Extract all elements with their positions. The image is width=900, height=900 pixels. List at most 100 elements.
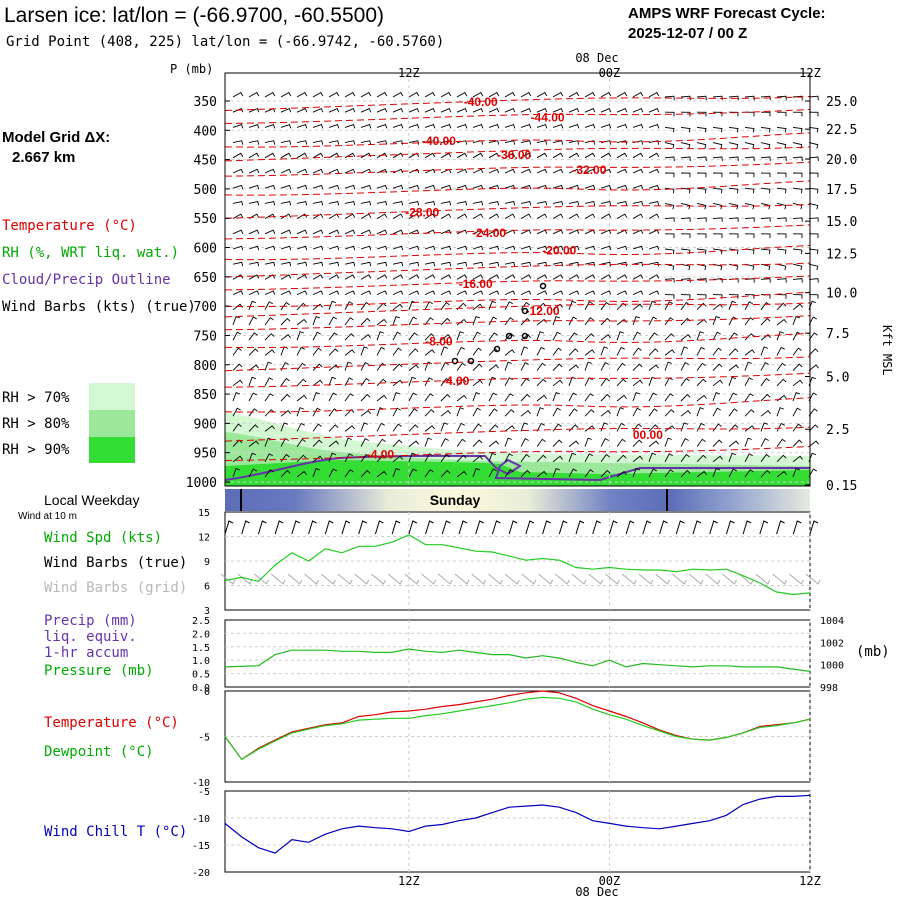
- wind-barb: [408, 440, 419, 447]
- wind-barb: [392, 107, 404, 113]
- wind-barb: [552, 303, 563, 311]
- wind-barb: [344, 261, 356, 267]
- wind-barb: [760, 410, 771, 417]
- wind-barb: [712, 423, 722, 432]
- wind-barb: [552, 379, 563, 387]
- wind-barb: [792, 202, 803, 210]
- wind-barb: [312, 107, 324, 113]
- wind-barb: [776, 422, 785, 432]
- pressure-ticks: 350 400 450 500 550 600 650 700 750 800 850 900 950 1…: [186, 95, 230, 491]
- wind-barb: [424, 91, 436, 98]
- wind-barb: [760, 346, 768, 356]
- wind-barb: [760, 393, 771, 402]
- pressure-tick-label: 450: [194, 154, 217, 169]
- wind-barb: [680, 233, 691, 238]
- wind-barb: [232, 407, 241, 417]
- wind-barb: [440, 140, 452, 145]
- wind-barb: [456, 346, 465, 356]
- wind-barb: [504, 124, 516, 129]
- wind-barb: [696, 346, 705, 356]
- wind-barb: [744, 333, 755, 341]
- surface-barb-true: [291, 520, 301, 535]
- wind-barb: [440, 453, 450, 463]
- wind-chill-tick-label: -5: [198, 787, 210, 798]
- wind-barb: [440, 184, 452, 190]
- wind-barb: [792, 423, 802, 432]
- wind-barb: [328, 107, 340, 113]
- wind-barb: [664, 453, 673, 463]
- wind-barb: [264, 91, 276, 98]
- temperature-contour: [224, 224, 811, 240]
- temperature-panel-frame: [224, 690, 811, 783]
- wind-barb: [616, 261, 628, 267]
- wind-barb: [536, 378, 547, 387]
- wind-barb: [792, 233, 803, 238]
- wind-barb: [280, 91, 292, 98]
- wind-barb: [360, 317, 371, 326]
- wind-barb: [264, 425, 275, 432]
- wind-barb: [472, 274, 484, 280]
- wind-barb: [472, 184, 484, 190]
- height-tick-label: 20.0: [826, 153, 857, 168]
- wind-barb: [264, 290, 276, 296]
- height-ticks: 25.0 22.5 20.0 17.5 15.0 12.5 10.0 7.5 5.0 2.5 0.1…: [805, 95, 857, 494]
- wind-barb: [728, 217, 739, 222]
- wind-barb: [616, 331, 624, 341]
- wind-barb: [696, 126, 707, 133]
- wind-barb: [568, 261, 580, 267]
- temperature-contour-label: -12.00: [526, 304, 560, 318]
- wind-barb: [488, 376, 496, 386]
- wind-barb: [312, 213, 324, 219]
- wind-barb: [616, 107, 628, 113]
- wind-barb: [232, 261, 244, 267]
- wind-barb: [248, 168, 260, 174]
- wind-barb: [232, 200, 244, 206]
- wind-barb: [744, 301, 753, 311]
- surface-barb-grid: [354, 573, 370, 585]
- wind-barb: [472, 124, 484, 129]
- wind-barb: [440, 107, 452, 113]
- wind-barb: [616, 454, 627, 463]
- wind-barb: [616, 346, 625, 356]
- wind-barb: [232, 379, 243, 387]
- wind-barb: [536, 261, 548, 267]
- weekday-bar: [225, 489, 810, 511]
- wind-barb: [696, 156, 707, 162]
- wind-barb: [408, 468, 417, 478]
- wind-barb: [600, 274, 612, 280]
- wind-barb: [440, 213, 452, 219]
- wind-barb: [248, 392, 257, 402]
- wind-barb: [536, 362, 546, 371]
- wind-barb: [728, 187, 739, 194]
- wind-barb: [280, 334, 291, 341]
- wind-barb: [376, 422, 385, 432]
- wind-barb: [488, 91, 500, 98]
- surface-barb-grid: [538, 573, 554, 585]
- height-tick-label: 5.0: [826, 370, 849, 385]
- wind-barb: [744, 361, 752, 371]
- wind-barb: [728, 332, 738, 341]
- wind-barb: [776, 263, 787, 271]
- wind-barb: [296, 454, 307, 463]
- bottom-time-label: 12Z: [398, 874, 420, 888]
- wind-barb: [664, 301, 673, 311]
- wind-barb: [648, 245, 660, 251]
- wind-barb: [472, 423, 482, 432]
- wind-barb: [296, 394, 307, 402]
- wind-barb: [456, 470, 467, 478]
- wind-barb: [648, 348, 659, 356]
- wind-barb: [584, 317, 594, 326]
- wind-barb: [792, 217, 803, 222]
- wind-barb: [712, 439, 723, 447]
- wind-barb: [472, 152, 484, 159]
- wind-barb: [760, 217, 771, 222]
- surface-barb-grid: [554, 573, 570, 585]
- wind-barb: [456, 407, 464, 417]
- wind-barb: [488, 152, 500, 159]
- wind-barb: [776, 331, 784, 341]
- surface-barb-grid: [488, 573, 503, 585]
- wind-barb: [344, 453, 353, 463]
- wind-barb: [312, 290, 324, 296]
- wind-barb: [360, 107, 372, 113]
